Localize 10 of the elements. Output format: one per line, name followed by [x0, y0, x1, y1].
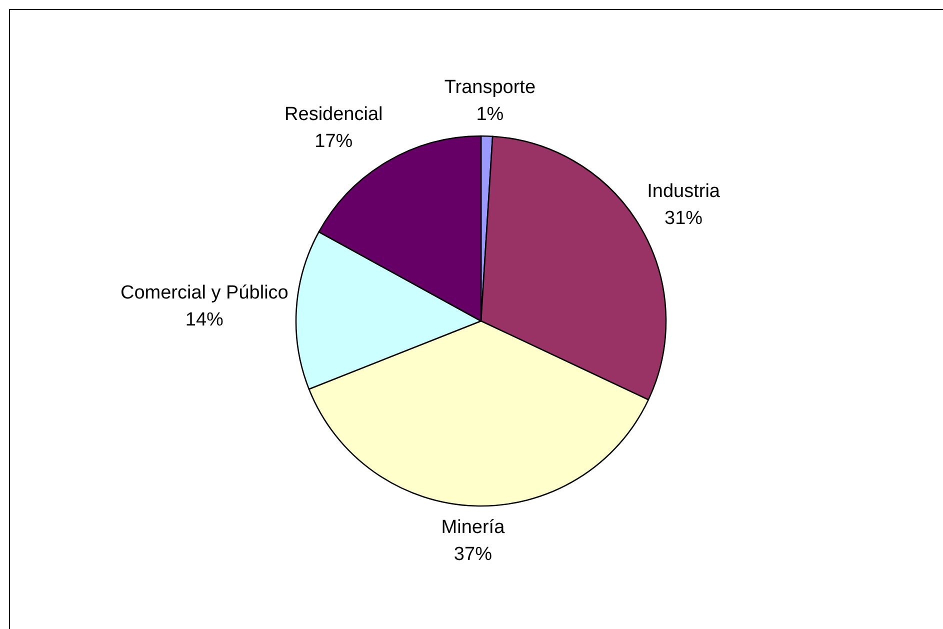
data-label: 31%	[664, 208, 703, 229]
slice-label: Industria	[647, 180, 720, 202]
slice-label: Minería	[441, 516, 506, 538]
data-label: 37%	[454, 544, 492, 565]
data-label: 14%	[185, 310, 224, 331]
slice-label: Residencial	[284, 104, 383, 125]
data-label: 1%	[476, 104, 504, 126]
slice-label: Transporte	[444, 77, 536, 98]
slice-label: Comercial y Público	[120, 282, 288, 304]
data-label: 17%	[314, 130, 353, 152]
